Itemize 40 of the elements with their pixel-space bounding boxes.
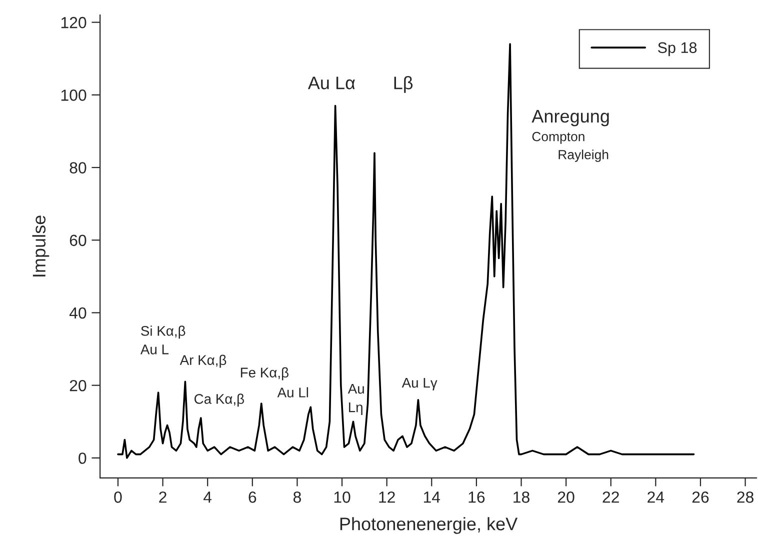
y-tick-label: 100 xyxy=(61,90,86,101)
annotation: Au xyxy=(348,384,364,394)
line-series xyxy=(117,43,695,459)
y-tick-label: 60 xyxy=(70,234,86,246)
annotation: Rayleigh xyxy=(558,150,608,162)
y-axis-title: Impulse xyxy=(32,216,50,276)
annotation: Lβ xyxy=(394,76,413,93)
annotation: Ar Kα,β xyxy=(180,354,226,368)
x-tick-label: 16 xyxy=(468,492,485,503)
x-tick-label: 4 xyxy=(204,492,212,503)
x-tick-label: 8 xyxy=(293,492,301,503)
annotation: Au Ll xyxy=(277,387,308,398)
y-tick-label: 120 xyxy=(61,16,86,28)
x-axis-title: Photonenenergie, keV xyxy=(340,517,518,534)
annotation: Au L xyxy=(140,344,169,354)
x-tick-label: 2 xyxy=(159,492,166,503)
annotation: Lη xyxy=(348,402,362,415)
annotation: Si Kα,β xyxy=(141,326,186,339)
x-tick-label: 26 xyxy=(692,492,709,503)
y-tick-label: 20 xyxy=(70,380,86,392)
annotation: Anregung xyxy=(532,110,609,126)
x-tick-label: 18 xyxy=(514,492,530,503)
y-tick-label: 40 xyxy=(69,307,86,319)
legend-label: Sp 18 xyxy=(658,42,697,56)
x-tick-label: 22 xyxy=(602,492,619,503)
y-tick-label: 80 xyxy=(70,162,86,174)
y-tick-label: 0 xyxy=(78,452,86,464)
annotation: Au Lγ xyxy=(402,378,438,390)
x-tick-label: 28 xyxy=(737,492,754,503)
x-tick-label: 14 xyxy=(424,492,440,503)
x-tick-label: 6 xyxy=(248,492,256,503)
annotation: Fe Kα,β xyxy=(240,367,288,380)
x-tick-label: 0 xyxy=(114,492,122,503)
x-tick-label: 12 xyxy=(379,492,395,503)
x-tick-label: 10 xyxy=(334,492,350,503)
x-tick-label: 20 xyxy=(558,492,574,503)
annotation: Ca Kα,β xyxy=(194,394,244,407)
annotation: Compton xyxy=(532,132,584,144)
annotation: Au Lα xyxy=(308,76,355,90)
x-tick-label: 24 xyxy=(648,492,664,503)
